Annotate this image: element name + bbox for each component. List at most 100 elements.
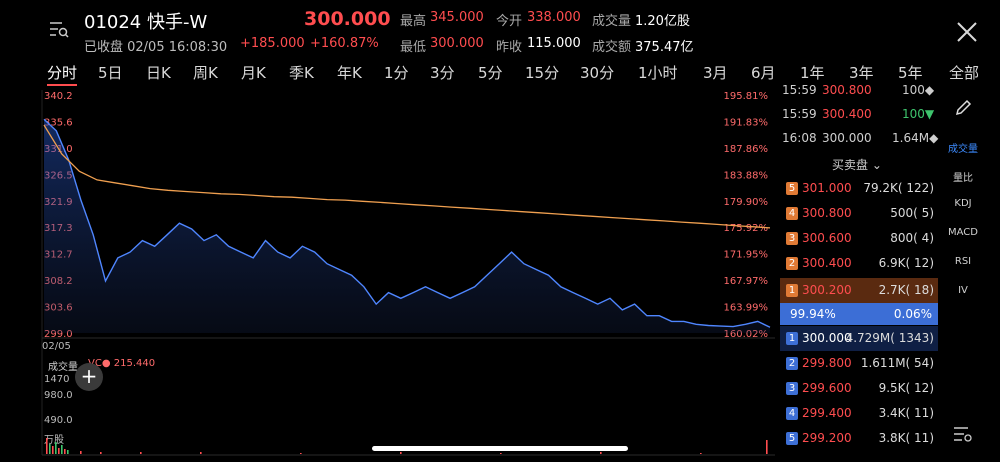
open-value: 338.000 <box>527 10 581 25</box>
bid-row: 3 299.600 9.5K( 12) <box>780 376 938 401</box>
y-tick-pct: 171.95% <box>724 250 769 261</box>
volume-panel-title: 成交量 <box>48 362 78 373</box>
close-icon[interactable] <box>955 20 979 44</box>
add-indicator-button[interactable]: + <box>75 363 103 391</box>
bid-row-best: 1 300.000 4.729M( 1343) <box>780 326 938 351</box>
volume-bar <box>61 445 63 454</box>
ask-row: 3 300.600 800( 4) <box>780 226 938 251</box>
low-value: 300.000 <box>430 36 484 51</box>
sidebar-volume-ratio[interactable]: 量比 <box>953 173 973 184</box>
sidebar-volume[interactable]: 成交量 <box>948 144 978 155</box>
volume-bar <box>49 444 51 454</box>
volume-tick: 980.0 <box>44 390 73 401</box>
price-change: +185.000 <box>240 36 305 51</box>
volume-bar <box>500 453 502 454</box>
ask-row: 4 300.800 500( 5) <box>780 201 938 226</box>
y-tick-price: 299.0 <box>44 329 73 340</box>
period-tabs: 分时 5日 日K 周K 月K 季K 年K 1分 3分 5分 15分 30分 1小… <box>0 60 1000 86</box>
sidebar-kdj[interactable]: KDJ <box>954 198 972 209</box>
prev-close-value: 115.000 <box>527 36 581 51</box>
prev-close-label: 昨收 <box>496 40 523 55</box>
tab-6month[interactable]: 6月 <box>751 64 776 82</box>
tab-1min[interactable]: 1分 <box>384 64 409 82</box>
tab-5min[interactable]: 5分 <box>478 64 503 82</box>
settings-list-icon[interactable] <box>952 424 974 444</box>
price-area <box>44 119 770 333</box>
tab-all[interactable]: 全部 <box>949 64 980 82</box>
bid-row: 4 299.400 3.4K( 11) <box>780 401 938 426</box>
vc-indicator: VC● 215.440 <box>88 358 156 369</box>
y-tick-pct: 160.02% <box>724 329 769 340</box>
tab-1hour[interactable]: 1小时 <box>638 64 678 82</box>
high-label: 最高 <box>400 14 427 29</box>
volume-bar <box>600 452 602 454</box>
price-change-pct: +160.87% <box>310 36 379 51</box>
volume-label: 成交量 <box>592 14 632 29</box>
volume-bar <box>766 440 768 454</box>
tab-5year[interactable]: 5年 <box>898 64 923 82</box>
tab-1year[interactable]: 1年 <box>800 64 825 82</box>
sidebar-rsi[interactable]: RSI <box>954 256 972 267</box>
y-tick-pct: 163.99% <box>724 303 769 314</box>
tab-intraday[interactable]: 分时 <box>47 64 78 82</box>
edit-pencil-icon[interactable] <box>953 98 973 118</box>
tab-week-k[interactable]: 周K <box>193 64 218 82</box>
volume-bar <box>700 453 702 454</box>
average-price-line <box>43 124 771 229</box>
high-value: 345.000 <box>430 10 484 25</box>
sidebar-iv[interactable]: IV <box>958 285 968 296</box>
tab-3year[interactable]: 3年 <box>849 64 874 82</box>
tab-quarter-k[interactable]: 季K <box>289 64 314 82</box>
volume-bar <box>300 453 302 454</box>
last-price: 300.000 <box>304 8 391 30</box>
y-tick-pct: 175.92% <box>724 223 769 234</box>
ask-row: 2 300.400 6.9K( 12) <box>780 251 938 276</box>
tab-15min[interactable]: 15分 <box>525 64 560 82</box>
volume-bar <box>55 442 57 454</box>
tab-year-k[interactable]: 年K <box>337 64 362 82</box>
volume-bar <box>100 452 102 454</box>
tab-30min[interactable]: 30分 <box>580 64 615 82</box>
volume-bar <box>140 452 142 454</box>
volume-bar <box>67 450 69 454</box>
volume-tick: 万股 <box>44 434 64 446</box>
active-tab-indicator <box>47 84 77 86</box>
tab-day-k[interactable]: 日K <box>146 64 171 82</box>
home-indicator[interactable] <box>372 446 628 451</box>
volume-bar <box>46 438 48 454</box>
y-tick-pct: 167.97% <box>724 276 769 287</box>
volume-bar <box>58 448 60 454</box>
tab-3min[interactable]: 3分 <box>430 64 455 82</box>
y-tick-pct: 191.83% <box>724 117 769 128</box>
ask-row: 5 301.000 79.2K( 122) <box>780 176 938 201</box>
volume-value: 1.20亿股 <box>635 14 690 29</box>
turnover-value: 375.47亿 <box>635 40 694 55</box>
y-tick-pct: 195.81% <box>724 91 769 102</box>
tab-month-k[interactable]: 月K <box>241 64 266 82</box>
low-label: 最低 <box>400 40 427 55</box>
volume-bar <box>80 451 82 454</box>
menu-search-icon[interactable] <box>48 18 70 40</box>
tab-3month[interactable]: 3月 <box>703 64 728 82</box>
ask-row-best: 1 300.200 2.7K( 18) <box>780 278 938 303</box>
volume-tick: 490.0 <box>44 415 73 426</box>
volume-tick: 1470 <box>44 374 69 385</box>
sidebar-macd[interactable]: MACD <box>948 227 978 238</box>
market-status: 已收盘 02/05 16:08:30 <box>84 40 228 55</box>
bid-ask-ratio-bar: 99.94% 0.06% <box>780 303 938 325</box>
bid-row: 2 299.800 1.611M( 54) <box>780 351 938 376</box>
tick-row: 16:08 300.000 1.64M◆ <box>782 131 939 145</box>
y-tick-pct: 179.90% <box>724 197 769 208</box>
y-tick-pct: 183.88% <box>724 170 769 181</box>
y-tick-pct: 187.86% <box>724 144 769 155</box>
y-tick-price: 340.2 <box>44 91 73 102</box>
volume-bar <box>64 449 66 454</box>
orderbook-dropdown[interactable]: 买卖盘 ⌄ <box>832 158 882 172</box>
volume-bar <box>52 446 54 454</box>
tick-row: 15:59 300.800 100◆ <box>782 83 935 97</box>
tab-5d[interactable]: 5日 <box>98 64 123 82</box>
stock-title: 01024 快手-W <box>84 12 208 33</box>
bid-row: 5 299.200 3.8K( 11) <box>780 426 938 451</box>
turnover-label: 成交额 <box>592 40 632 55</box>
